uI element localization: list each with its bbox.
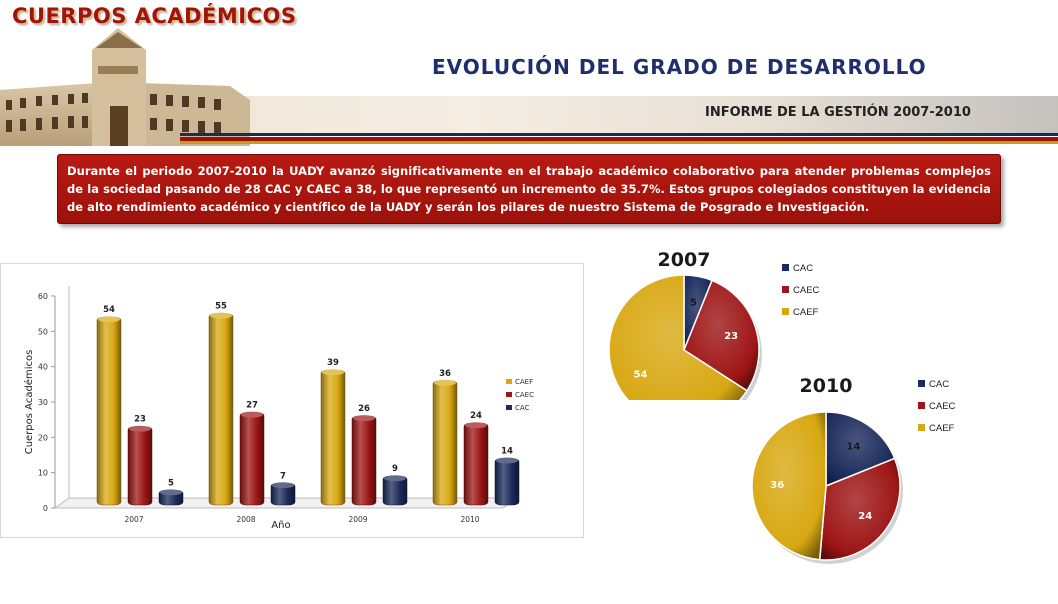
bar-cap — [272, 482, 294, 489]
legend-swatch-cac — [918, 380, 925, 387]
pie-value-label: 24 — [858, 511, 872, 522]
bar-cap — [384, 475, 406, 482]
legend-swatch-caef — [918, 424, 925, 431]
pie-value-label: 14 — [846, 442, 860, 453]
pie-chart-2010: 14 24 36 2010 CAC CAEC CAEF — [751, 375, 956, 564]
bar-value-label: 55 — [215, 302, 227, 312]
bar-value-label: 7 — [280, 471, 286, 481]
bar-value-label: 39 — [327, 358, 339, 368]
building-image — [0, 28, 250, 146]
legend-swatch-cac — [782, 264, 789, 271]
bar-cap — [210, 312, 232, 319]
y-tick-label: 50 — [38, 327, 48, 336]
y-tick-label: 30 — [38, 398, 48, 407]
x-tick-label: 2009 — [348, 515, 367, 524]
pie-value-label: 23 — [724, 331, 738, 342]
pie-value-label: 5 — [690, 297, 697, 308]
x-axis-label: Año — [271, 520, 290, 531]
y-axis-label: Cuerpos Académicos — [23, 350, 35, 455]
legend-label: CAEC — [515, 391, 534, 399]
legend-swatch-caec — [782, 286, 789, 293]
legend-label: CAC — [929, 379, 949, 390]
bar-caef-2010 — [432, 380, 458, 506]
y-tick-label: 20 — [38, 433, 48, 442]
legend-label: CAEC — [793, 285, 820, 296]
legend-swatch-caec — [918, 402, 925, 409]
bar-value-label: 23 — [134, 415, 146, 425]
pie-slice-caec — [818, 457, 901, 561]
legend-label: CAC — [515, 404, 530, 412]
bar-value-label: 26 — [358, 404, 370, 414]
bar-caef-2007 — [96, 316, 122, 506]
bar-chart: 0 10 20 30 40 50 60 Cuerpos Académicos Año 54 23 5 2… — [23, 286, 534, 531]
bar-value-label: 54 — [103, 305, 115, 315]
y-tick-label: 60 — [38, 292, 48, 301]
bar-caec-2009 — [351, 415, 377, 506]
bar-value-label: 9 — [392, 464, 398, 474]
logo-text: CUERPOS ACADÉMICOS — [12, 4, 297, 28]
pie-title: 2010 — [800, 375, 853, 397]
legend-label: CAEC — [929, 401, 956, 412]
bar-value-label: 27 — [246, 401, 258, 411]
intro-text: Durante el periodo 2007-2010 la UADY ava… — [67, 164, 991, 214]
report-subtitle: INFORME DE LA GESTIÓN 2007-2010 — [705, 105, 971, 120]
pie-title: 2007 — [658, 249, 711, 271]
bar-value-label: 36 — [439, 369, 451, 379]
header-rule — [180, 133, 1058, 136]
legend-label: CAEF — [515, 378, 533, 386]
y-tick-label: 10 — [38, 469, 48, 478]
bar-value-label: 5 — [168, 478, 174, 488]
y-tick-label: 0 — [43, 504, 48, 513]
bar-chart-panel: 0 10 20 30 40 50 60 Cuerpos Académicos Año 54 23 5 2… — [0, 263, 584, 538]
pie-slice-caef — [751, 411, 827, 561]
bar-cap — [434, 379, 456, 386]
bar-cap — [129, 425, 151, 432]
x-tick-label: 2008 — [236, 515, 255, 524]
bar-cap — [322, 369, 344, 376]
pie-slice-caec — [683, 279, 760, 392]
pie-slice-cac — [825, 411, 896, 488]
pie-value-label: 36 — [770, 480, 784, 491]
intro-box: Durante el periodo 2007-2010 la UADY ava… — [57, 154, 1001, 224]
legend-swatch-caec — [506, 392, 512, 397]
bar-cac-2010 — [494, 458, 520, 506]
y-tick-label: 40 — [38, 363, 48, 372]
legend-label: CAEF — [929, 423, 955, 434]
legend-label: CAC — [793, 263, 813, 274]
bar-cap — [241, 411, 263, 418]
legend-swatch-caef — [782, 308, 789, 315]
bar-cap — [353, 415, 375, 422]
bar-caec-2008 — [239, 412, 265, 506]
bar-cap — [496, 457, 518, 464]
header-rule — [180, 137, 1058, 141]
pie-value-label: 54 — [634, 370, 648, 381]
bar-caef-2009 — [320, 369, 346, 506]
x-tick-label: 2010 — [460, 515, 479, 524]
bar-value-label: 24 — [470, 411, 482, 421]
bar-caef-2008 — [208, 313, 234, 506]
header-rule — [180, 141, 1058, 144]
bar-cap — [160, 489, 182, 496]
x-tick-label: 2007 — [124, 515, 143, 524]
bar-value-label: 14 — [501, 447, 513, 457]
bar-cap — [98, 316, 120, 323]
bar-caec-2007 — [127, 426, 153, 506]
legend-swatch-caef — [506, 379, 512, 384]
legend-swatch-cac — [506, 405, 512, 410]
pie-chart-2007: 5 23 54 2007 CAC CAEC CAEF — [608, 249, 820, 400]
bar-caec-2010 — [463, 422, 489, 506]
page-title: EVOLUCIÓN DEL GRADO DE DESARROLLO — [432, 55, 927, 79]
pie-slice-caef — [608, 274, 748, 400]
legend-label: CAEF — [793, 307, 819, 318]
bar-cap — [465, 422, 487, 429]
